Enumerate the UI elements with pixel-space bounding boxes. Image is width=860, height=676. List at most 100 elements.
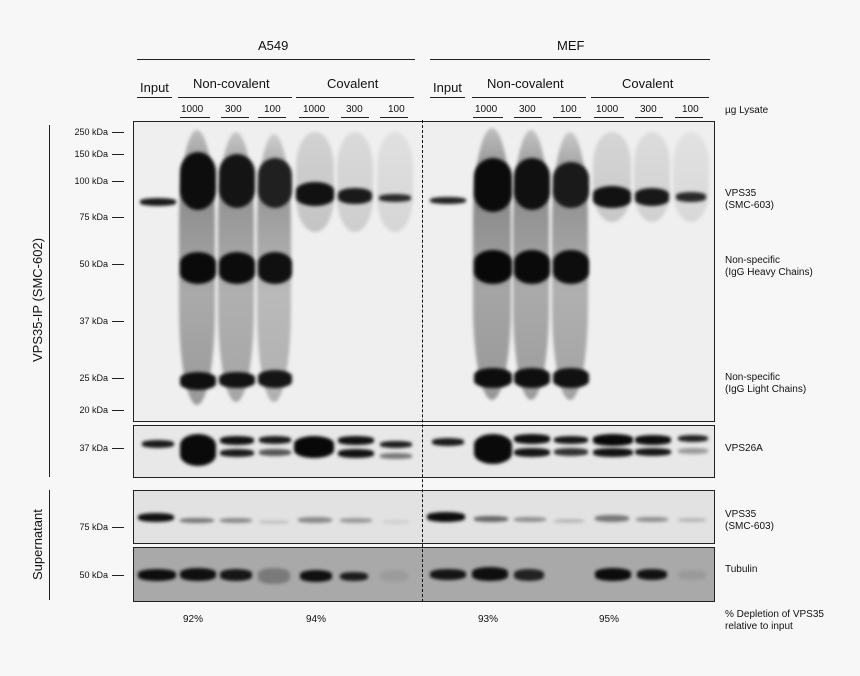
band bbox=[474, 250, 512, 284]
amount-underline bbox=[473, 117, 503, 118]
band bbox=[593, 434, 633, 446]
band bbox=[678, 435, 708, 442]
band bbox=[220, 569, 252, 581]
condition-covalent-mef: Covalent bbox=[622, 76, 674, 91]
band bbox=[554, 519, 584, 523]
band bbox=[514, 368, 550, 388]
band bbox=[180, 252, 216, 284]
band bbox=[138, 569, 176, 581]
band bbox=[427, 512, 465, 522]
amount-label: 1000 bbox=[475, 104, 498, 115]
band-label-tubulin: Tubulin bbox=[725, 564, 758, 575]
amount-unit-label: µg Lysate bbox=[725, 105, 769, 116]
mw-tick bbox=[112, 154, 124, 155]
condition-underline bbox=[137, 97, 172, 98]
amount-label: 1000 bbox=[303, 104, 326, 115]
lane-smear bbox=[593, 132, 631, 222]
band bbox=[340, 572, 368, 581]
band bbox=[474, 158, 512, 212]
band bbox=[340, 518, 372, 523]
band bbox=[635, 435, 671, 445]
band bbox=[635, 448, 671, 456]
band bbox=[298, 517, 332, 523]
band bbox=[380, 441, 412, 448]
band bbox=[635, 188, 669, 206]
amount-underline bbox=[180, 117, 210, 118]
mw-tick bbox=[112, 264, 124, 265]
mw-marker: 50 kDa bbox=[79, 570, 108, 580]
band bbox=[474, 368, 512, 388]
mw-marker: 25 kDa bbox=[79, 373, 108, 383]
band-label-supernatant-vps35: VPS35 (SMC-603) bbox=[725, 509, 774, 532]
condition-input-mef: Input bbox=[433, 80, 462, 95]
band bbox=[294, 436, 334, 458]
amount-underline bbox=[514, 117, 542, 118]
amount-underline bbox=[594, 117, 624, 118]
lane-smear bbox=[337, 132, 373, 232]
band bbox=[553, 162, 589, 208]
lane-smear bbox=[634, 132, 670, 222]
band bbox=[220, 436, 254, 445]
band bbox=[636, 517, 668, 522]
row-label-bracket bbox=[49, 490, 50, 600]
band bbox=[379, 194, 411, 202]
depletion-value: 93% bbox=[478, 614, 499, 625]
band bbox=[514, 448, 550, 457]
band bbox=[338, 449, 374, 458]
mw-tick bbox=[112, 448, 124, 449]
band bbox=[300, 570, 332, 582]
amount-underline bbox=[341, 117, 369, 118]
band bbox=[180, 372, 216, 390]
mw-marker: 150 kDa bbox=[74, 149, 108, 159]
band bbox=[474, 434, 512, 464]
band-label-vps26a: VPS26A bbox=[725, 443, 763, 454]
band bbox=[593, 186, 631, 208]
band-label-light-chains: Non-specific (IgG Light Chains) bbox=[725, 372, 807, 395]
mw-tick bbox=[112, 575, 124, 576]
band bbox=[474, 516, 508, 522]
band bbox=[180, 152, 216, 210]
mw-marker: 50 kDa bbox=[79, 259, 108, 269]
amount-underline bbox=[258, 117, 286, 118]
band bbox=[220, 518, 252, 523]
condition-underline bbox=[472, 97, 586, 98]
row-label-ip: VPS35-IP (SMC-602) bbox=[30, 237, 45, 362]
condition-underline bbox=[296, 97, 414, 98]
band bbox=[258, 252, 292, 284]
lane-smear bbox=[377, 132, 413, 232]
band bbox=[553, 250, 589, 284]
condition-covalent-a549: Covalent bbox=[327, 76, 379, 91]
band bbox=[678, 570, 706, 580]
band bbox=[138, 513, 174, 522]
band bbox=[595, 568, 631, 581]
amount-label: 100 bbox=[560, 104, 577, 115]
amount-label: 1000 bbox=[596, 104, 619, 115]
band bbox=[472, 567, 508, 581]
band bbox=[219, 154, 255, 208]
mw-marker: 100 kDa bbox=[74, 176, 108, 186]
group-underline-mef bbox=[430, 59, 710, 60]
depletion-value: 94% bbox=[306, 614, 327, 625]
amount-label: 100 bbox=[264, 104, 281, 115]
blot-panel-vps26a bbox=[133, 425, 715, 478]
band bbox=[430, 197, 466, 204]
mw-tick bbox=[112, 410, 124, 411]
mw-tick bbox=[112, 321, 124, 322]
band bbox=[514, 158, 550, 210]
blot-panel-tubulin bbox=[133, 547, 715, 602]
mw-tick bbox=[112, 378, 124, 379]
band bbox=[219, 252, 255, 284]
depletion-value: 95% bbox=[599, 614, 620, 625]
row-label-bracket bbox=[49, 125, 50, 477]
amount-label: 300 bbox=[640, 104, 657, 115]
band bbox=[676, 192, 706, 202]
blot-panel-ip bbox=[133, 121, 715, 422]
mw-marker: 20 kDa bbox=[79, 405, 108, 415]
amount-underline bbox=[221, 117, 249, 118]
band bbox=[382, 520, 410, 524]
band bbox=[593, 448, 633, 457]
band bbox=[180, 518, 214, 523]
mw-marker: 37 kDa bbox=[79, 316, 108, 326]
condition-underline bbox=[430, 97, 465, 98]
band bbox=[514, 517, 546, 522]
